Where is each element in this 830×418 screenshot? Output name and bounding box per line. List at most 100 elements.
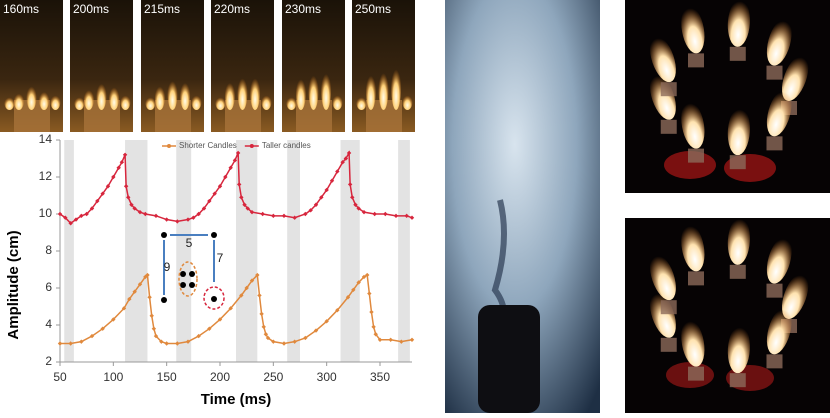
marker [111, 317, 116, 322]
flame [332, 94, 343, 110]
marker [132, 289, 137, 294]
marker [388, 337, 393, 342]
marker [68, 341, 73, 346]
ring-candle [729, 46, 746, 61]
marker [365, 272, 370, 278]
y-tick-label: 4 [45, 317, 52, 331]
marker [409, 337, 415, 342]
ring-candle [660, 82, 677, 97]
photo-label: 220ms [214, 2, 250, 16]
marker [340, 160, 345, 165]
dot [211, 296, 217, 302]
flame [402, 94, 413, 110]
marker [346, 150, 352, 156]
marker [244, 285, 249, 291]
flame [39, 90, 50, 110]
marker [164, 217, 169, 222]
marker [175, 341, 180, 346]
marker [57, 341, 63, 346]
photo-strip: 160ms 200ms 215ms 220ms 230ms 250ms [0, 0, 415, 132]
marker [249, 278, 255, 283]
flame [321, 70, 332, 110]
marker [228, 306, 233, 311]
marker [105, 184, 111, 189]
marker [335, 308, 340, 313]
ring-flame [727, 107, 750, 156]
marker [84, 211, 89, 217]
flame [167, 78, 178, 110]
marker [232, 158, 238, 163]
dashed-ellipse [203, 286, 225, 310]
ring-flame [781, 273, 809, 319]
ring-candle [688, 148, 704, 163]
marker [126, 195, 131, 200]
dot [211, 232, 217, 238]
marker [132, 206, 137, 211]
shaded-band [125, 140, 148, 362]
marker [143, 211, 148, 217]
ring-candle [688, 53, 704, 68]
marker [100, 191, 105, 196]
marker [137, 282, 143, 287]
marker [399, 339, 404, 344]
marker [281, 341, 287, 346]
flame [109, 85, 120, 110]
marker [308, 208, 313, 213]
marker [95, 198, 100, 204]
y-axis-label: Amplitude (cm) [5, 230, 22, 339]
x-tick-label: 250 [263, 370, 283, 384]
flame [13, 92, 24, 110]
marker [324, 187, 329, 193]
flame [295, 76, 306, 110]
marker [259, 311, 264, 317]
shaded-band [398, 140, 410, 362]
legend-label: Taller candles [262, 141, 311, 150]
marker [343, 156, 349, 161]
flame [26, 84, 37, 110]
y-tick-label: 10 [39, 206, 53, 220]
flame [191, 94, 202, 110]
marker [79, 213, 84, 219]
ring-flame [681, 101, 705, 149]
marker [261, 324, 266, 330]
marker [63, 215, 68, 220]
marker [319, 195, 324, 200]
marker [228, 165, 233, 170]
marker [217, 317, 223, 322]
marker [292, 339, 297, 344]
ring-candle [660, 337, 677, 352]
marker [361, 274, 367, 280]
marker [249, 209, 255, 215]
marker [123, 184, 129, 189]
marker [350, 195, 355, 200]
marker [313, 328, 319, 333]
ring-candle [660, 119, 677, 134]
x-tick-label: 100 [103, 370, 123, 384]
marker [196, 333, 201, 339]
photo-label: 230ms [285, 2, 321, 16]
dot [161, 297, 167, 303]
annotation: 5 [186, 236, 193, 250]
marker [271, 213, 276, 219]
ring-candle [766, 354, 783, 369]
marker [121, 306, 127, 311]
marker [235, 150, 241, 156]
dot [180, 271, 186, 277]
shaded-band [64, 140, 74, 362]
marker [89, 206, 95, 211]
marker [175, 219, 180, 224]
marker [353, 202, 358, 207]
marker [409, 215, 415, 220]
y-tick-label: 14 [39, 132, 53, 146]
photo-label: 250ms [355, 2, 391, 16]
x-axis-label: Time (ms) [201, 391, 272, 408]
ring-flame [649, 254, 676, 301]
annotation: 9 [164, 260, 171, 274]
marker [351, 287, 356, 293]
flame [96, 81, 107, 110]
legend-marker [167, 144, 171, 148]
marker [383, 211, 388, 217]
shaded-band [340, 140, 360, 362]
flame [120, 94, 131, 110]
flame [250, 75, 261, 110]
